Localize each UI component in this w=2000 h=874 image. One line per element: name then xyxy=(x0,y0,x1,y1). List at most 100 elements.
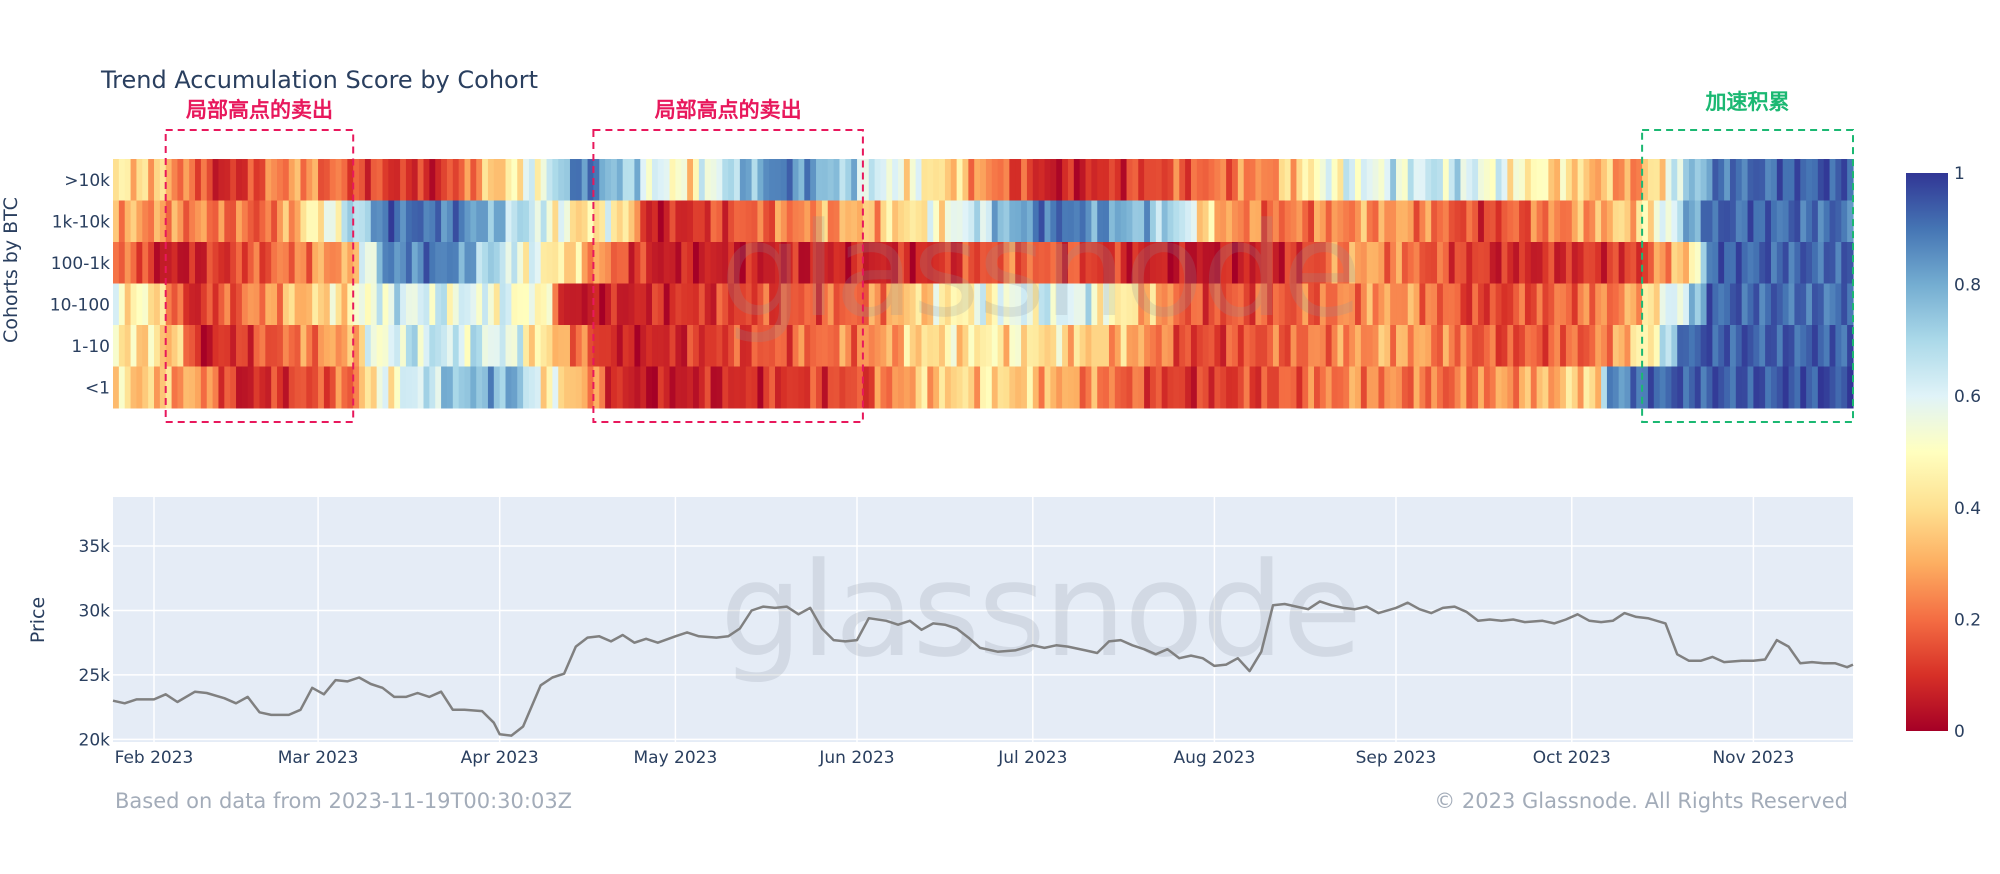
heatmap-cell xyxy=(663,366,671,409)
heatmap-cell xyxy=(1466,325,1473,367)
heatmap-cell xyxy=(411,325,419,367)
heatmap-cell xyxy=(171,366,179,409)
heatmap-cell xyxy=(206,283,214,326)
heatmap-cell xyxy=(1606,325,1614,367)
heatmap-cell xyxy=(851,366,858,409)
heatmap-cell xyxy=(880,200,887,243)
heatmap-cell xyxy=(1021,325,1028,367)
heatmap-cell xyxy=(300,366,307,409)
heatmap-cell xyxy=(1167,325,1175,367)
heatmap-cell xyxy=(1747,325,1755,367)
heatmap-cell xyxy=(429,325,436,367)
heatmap-cell xyxy=(1396,366,1403,409)
heatmap-cell xyxy=(821,366,829,409)
heatmap-cell xyxy=(704,242,712,284)
heatmap-cell xyxy=(745,325,753,367)
heatmap-cell xyxy=(1226,200,1233,243)
heatmap-cell xyxy=(241,242,249,284)
heatmap-cell xyxy=(575,200,583,243)
heatmap-cell xyxy=(1659,242,1667,284)
heatmap-cell xyxy=(329,325,337,367)
heatmap-cell xyxy=(1448,242,1456,284)
heatmap-cell xyxy=(306,200,313,243)
heatmap-cell xyxy=(1741,159,1749,201)
heatmap-cell xyxy=(148,242,155,284)
heatmap-cell xyxy=(1302,242,1309,284)
heatmap-cell xyxy=(1806,242,1813,284)
heatmap-cell xyxy=(388,366,395,409)
heatmap-cell xyxy=(370,366,378,409)
heatmap-y-tick-label: 1k-10k xyxy=(52,212,110,232)
heatmap-cell xyxy=(1243,283,1251,326)
heatmap-cell xyxy=(1173,325,1180,367)
heatmap-cell xyxy=(271,242,278,284)
heatmap-cell xyxy=(353,200,360,243)
heatmap-cell xyxy=(271,159,278,201)
heatmap-cell xyxy=(610,283,618,326)
heatmap-cell xyxy=(628,283,636,326)
heatmap-cell xyxy=(997,200,1005,243)
heatmap-cell xyxy=(769,200,776,243)
heatmap-cell xyxy=(376,283,384,326)
heatmap-cell xyxy=(1800,366,1807,409)
heatmap-cell xyxy=(411,366,419,409)
heatmap-cell xyxy=(739,200,747,243)
heatmap-cell xyxy=(1108,242,1116,284)
heatmap-cell xyxy=(1642,283,1649,326)
heatmap-cell xyxy=(634,242,641,284)
heatmap-cell xyxy=(1659,200,1667,243)
heatmap-cell xyxy=(1630,366,1637,409)
heatmap-cell xyxy=(230,325,237,367)
heatmap-cell xyxy=(1624,366,1631,409)
heatmap-cell xyxy=(417,200,425,243)
heatmap-cell xyxy=(417,325,425,367)
heatmap-cell xyxy=(212,325,220,367)
heatmap-cell xyxy=(1337,200,1344,243)
heatmap-cell xyxy=(827,200,835,243)
heatmap-cell xyxy=(868,283,876,326)
heatmap-cell xyxy=(898,325,905,367)
heatmap-cell xyxy=(1817,200,1825,243)
heatmap-cell xyxy=(968,242,975,284)
heatmap-cell xyxy=(915,200,923,243)
heatmap-cell xyxy=(1472,325,1479,367)
heatmap-cell xyxy=(1120,242,1128,284)
heatmap-cell xyxy=(464,159,471,201)
heatmap-cell xyxy=(1273,200,1280,243)
heatmap-cell xyxy=(1132,200,1139,243)
heatmap-cell xyxy=(183,283,190,326)
heatmap-cell xyxy=(1314,366,1321,409)
heatmap-cell xyxy=(1571,366,1579,409)
heatmap-cell xyxy=(177,325,184,367)
heatmap-cell xyxy=(1132,242,1139,284)
heatmap-cell xyxy=(1331,325,1339,367)
heatmap-cell xyxy=(1747,366,1755,409)
heatmap-cell xyxy=(189,200,196,243)
heatmap-cell xyxy=(364,325,372,367)
heatmap-cell xyxy=(1185,283,1192,326)
heatmap-cell xyxy=(1753,366,1760,409)
heatmap-cell xyxy=(1606,159,1614,201)
heatmap-y-tick-label: <1 xyxy=(85,378,110,398)
heatmap-cell xyxy=(347,325,354,367)
heatmap-cell xyxy=(1583,283,1590,326)
heatmap-cell xyxy=(288,242,296,284)
heatmap-cell xyxy=(1460,325,1467,367)
heatmap-cell xyxy=(1665,242,1672,284)
heatmap-cell xyxy=(663,159,671,201)
colorbar xyxy=(1906,173,1948,731)
heatmap-cell xyxy=(792,242,800,284)
heatmap-cell xyxy=(1478,200,1485,243)
heatmap-cell xyxy=(1747,283,1755,326)
heatmap-cell xyxy=(1448,283,1456,326)
heatmap-cell xyxy=(1507,159,1514,201)
heatmap-cell xyxy=(206,325,214,367)
heatmap-cell xyxy=(546,159,553,201)
heatmap-cell xyxy=(1290,200,1298,243)
heatmap-cell xyxy=(575,242,583,284)
heatmap-cell xyxy=(1759,159,1766,201)
heatmap-cell xyxy=(1015,200,1022,243)
heatmap-cell xyxy=(903,159,911,201)
heatmap-cell xyxy=(880,283,887,326)
heatmap-cell xyxy=(400,325,407,367)
